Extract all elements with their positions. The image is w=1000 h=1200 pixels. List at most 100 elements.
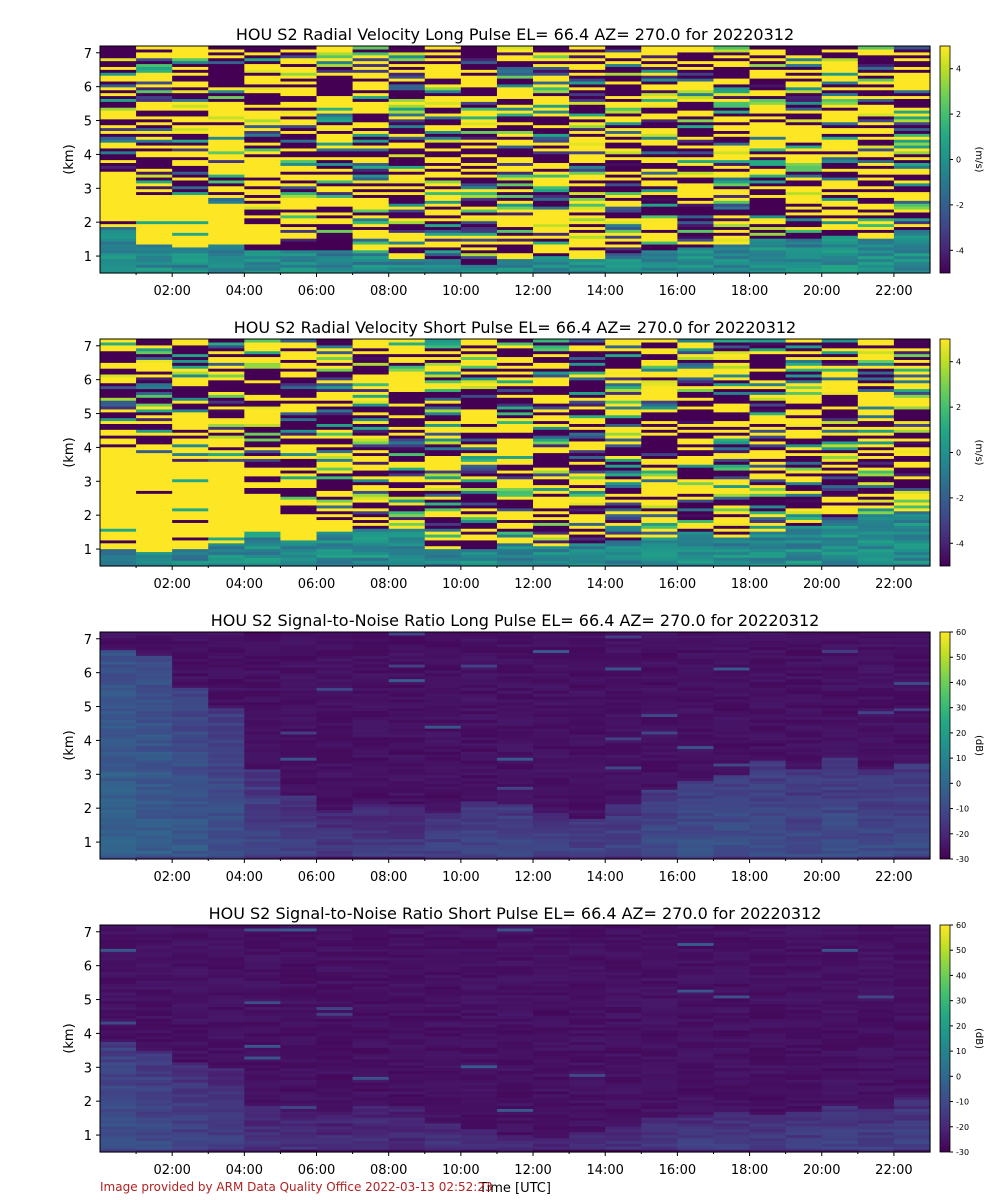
heatmap-cell bbox=[352, 252, 390, 257]
heatmap-cell bbox=[821, 139, 859, 143]
heatmap-cell bbox=[208, 72, 245, 76]
heatmap-cell bbox=[388, 107, 426, 111]
heatmap-cell bbox=[316, 400, 354, 404]
heatmap-cell bbox=[424, 252, 462, 257]
heatmap-cell bbox=[100, 264, 137, 268]
heatmap-cell bbox=[496, 368, 534, 372]
heatmap-cell bbox=[388, 710, 426, 715]
heatmap-cell bbox=[893, 341, 931, 346]
heatmap-cell bbox=[280, 229, 318, 233]
heatmap-cell bbox=[857, 525, 895, 529]
x-tick-label: 08:00 bbox=[370, 577, 407, 592]
heatmap-cell bbox=[460, 545, 498, 550]
heatmap-cell bbox=[677, 467, 715, 471]
heatmap-cell bbox=[388, 414, 426, 419]
heatmap-cell bbox=[605, 844, 642, 848]
y-tick-label: 7 bbox=[84, 47, 92, 62]
heatmap-cell bbox=[316, 687, 354, 691]
heatmap-cell bbox=[280, 687, 318, 691]
heatmap-cell bbox=[244, 818, 282, 822]
heatmap-cell bbox=[244, 733, 282, 738]
heatmap-cell bbox=[785, 217, 823, 222]
heatmap-cell bbox=[641, 461, 678, 465]
heatmap-cell bbox=[857, 133, 895, 137]
heatmap-cell bbox=[352, 838, 390, 843]
heatmap-cell bbox=[821, 264, 859, 268]
heatmap-cell bbox=[605, 710, 642, 715]
heatmap-cell bbox=[172, 118, 209, 123]
heatmap-cell bbox=[424, 493, 462, 497]
heatmap-cell bbox=[641, 687, 678, 691]
heatmap-cell bbox=[244, 429, 282, 433]
heatmap-cell bbox=[533, 513, 570, 518]
heatmap-cell bbox=[208, 440, 245, 445]
heatmap-cell bbox=[280, 794, 318, 799]
heatmap-cell bbox=[677, 847, 715, 851]
heatmap-cell bbox=[605, 194, 642, 198]
heatmap-cell bbox=[605, 101, 642, 105]
heatmap-cell bbox=[208, 356, 245, 360]
heatmap-cell bbox=[533, 232, 570, 236]
heatmap-cell bbox=[569, 115, 606, 120]
heatmap-cell bbox=[388, 725, 426, 729]
heatmap-cell bbox=[533, 669, 570, 674]
heatmap-cell bbox=[208, 127, 245, 131]
heatmap-cell bbox=[316, 684, 354, 688]
heatmap-cell bbox=[496, 707, 534, 712]
heatmap-cell bbox=[244, 666, 282, 671]
heatmap-cell bbox=[460, 400, 498, 404]
heatmap-cell bbox=[533, 226, 570, 230]
heatmap-cell bbox=[569, 379, 606, 384]
heatmap-cell bbox=[244, 400, 282, 404]
heatmap-cell bbox=[677, 220, 715, 225]
heatmap-cell bbox=[100, 850, 137, 854]
heatmap-cell bbox=[893, 86, 931, 91]
heatmap-cell bbox=[172, 821, 209, 825]
heatmap-cell bbox=[785, 365, 823, 369]
heatmap-cell bbox=[316, 661, 354, 665]
heatmap-cell bbox=[316, 736, 354, 741]
heatmap-cell bbox=[424, 179, 462, 184]
heatmap-cell bbox=[533, 646, 570, 651]
heatmap-cell bbox=[496, 797, 534, 802]
heatmap-cell bbox=[569, 832, 606, 837]
heatmap-cell bbox=[893, 359, 931, 363]
heatmap-cell bbox=[677, 182, 715, 187]
heatmap-cell bbox=[208, 516, 245, 521]
heatmap-cell bbox=[244, 634, 282, 639]
heatmap-cell bbox=[388, 179, 426, 184]
heatmap-cell bbox=[100, 127, 137, 131]
heatmap-cell bbox=[496, 637, 534, 642]
heatmap-cell bbox=[352, 197, 390, 201]
heatmap-cell bbox=[388, 539, 426, 544]
heatmap-cell bbox=[605, 417, 642, 422]
heatmap-cell bbox=[316, 455, 354, 459]
heatmap-cell bbox=[496, 69, 534, 73]
heatmap-cell bbox=[605, 467, 642, 471]
heatmap-cell bbox=[100, 560, 137, 564]
heatmap-cell bbox=[100, 637, 137, 642]
x-tick-label: 02:00 bbox=[153, 284, 190, 299]
heatmap-cell bbox=[533, 687, 570, 691]
heatmap-cell bbox=[641, 469, 678, 474]
heatmap-cell bbox=[208, 417, 245, 422]
heatmap-cell bbox=[100, 414, 137, 419]
heatmap-cell bbox=[821, 144, 859, 149]
heatmap-cell bbox=[460, 560, 498, 564]
heatmap-cell bbox=[460, 446, 498, 451]
heatmap-cell bbox=[460, 847, 498, 851]
heatmap-cell bbox=[893, 165, 931, 169]
heatmap-cell bbox=[460, 693, 498, 697]
heatmap-cell bbox=[388, 382, 426, 387]
heatmap-cell bbox=[496, 356, 534, 360]
heatmap-cell bbox=[893, 353, 931, 358]
heatmap-cell bbox=[460, 643, 498, 648]
heatmap-cell bbox=[533, 838, 570, 843]
heatmap-cell bbox=[244, 249, 282, 254]
heatmap-cell bbox=[460, 652, 498, 656]
heatmap-cell bbox=[280, 666, 318, 671]
heatmap-cell bbox=[136, 408, 173, 413]
heatmap-cell bbox=[605, 536, 642, 541]
heatmap-cell bbox=[460, 101, 498, 105]
heatmap-cell bbox=[244, 490, 282, 494]
